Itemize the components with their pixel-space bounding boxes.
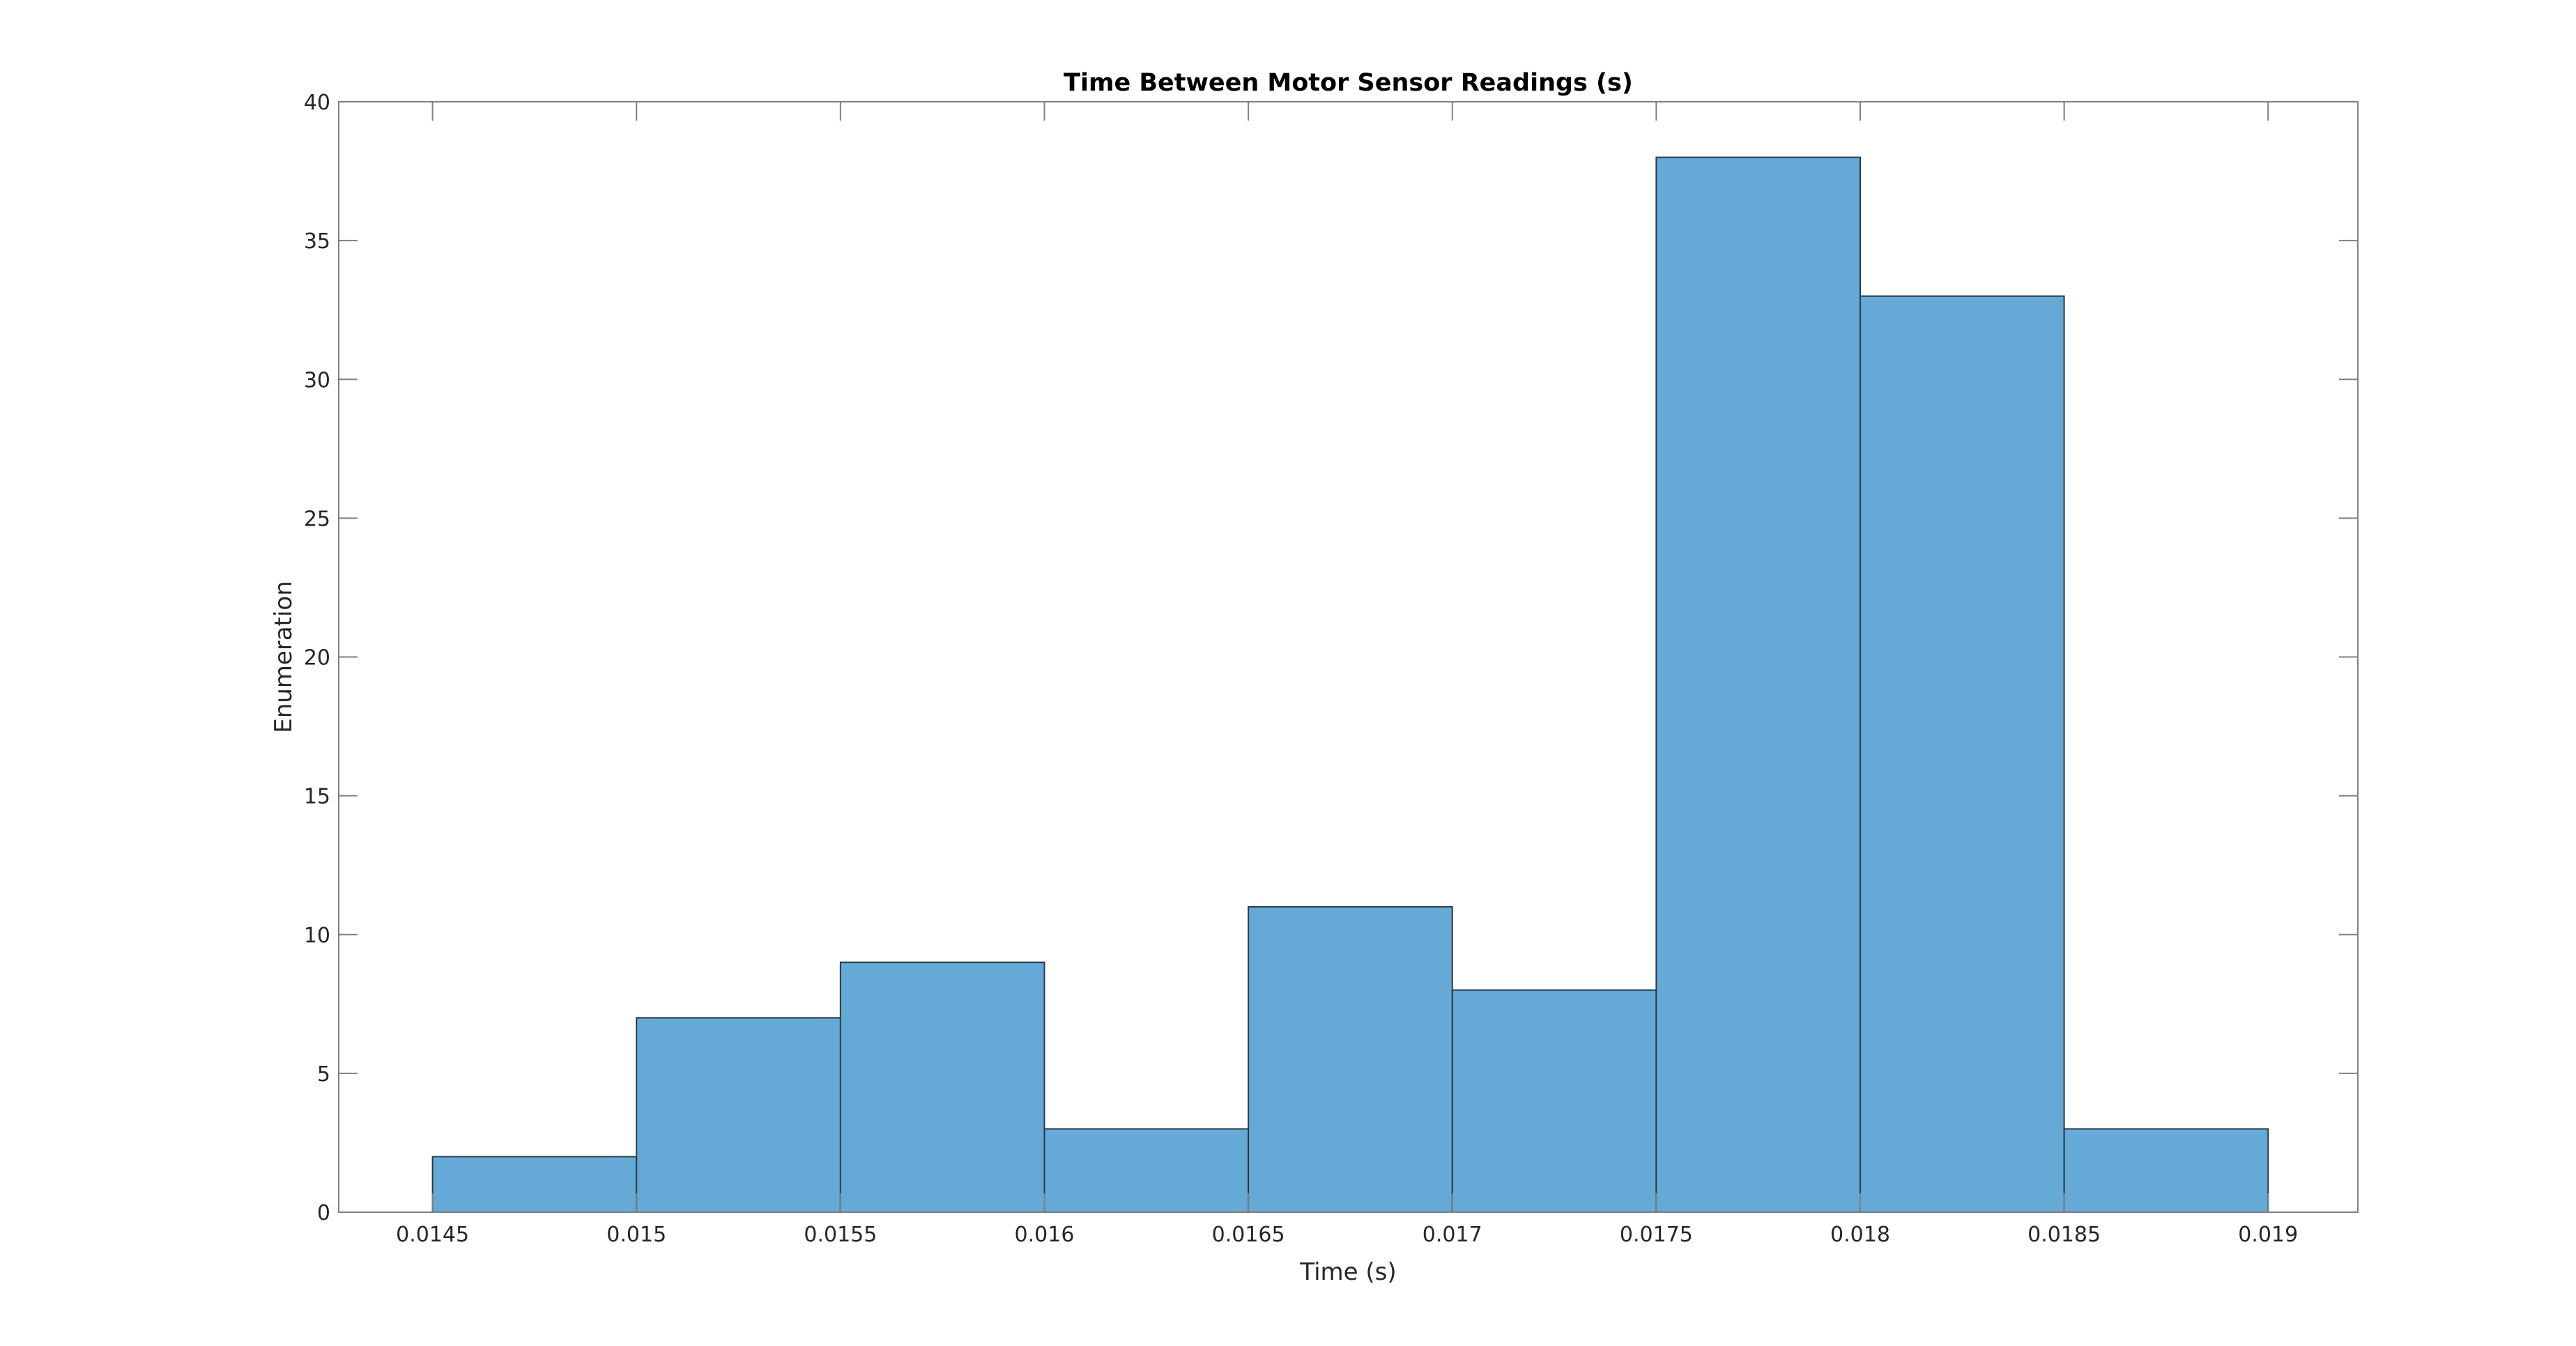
y-tick-label: 25 — [304, 507, 330, 531]
x-axis-ticks: 0.0145 0.015 0.0155 0.016 0.0165 0.017 0.0175 0… — [396, 102, 2298, 1247]
x-tick-label: 0.0165 — [1212, 1223, 1285, 1247]
histogram-bar — [431, 1156, 638, 1213]
y-tick-label: 35 — [304, 229, 330, 254]
x-tick-label: 0.015 — [606, 1223, 666, 1247]
y-tick-label: 30 — [304, 368, 330, 392]
y-tick-label: 20 — [304, 646, 330, 671]
bars — [431, 156, 2269, 1214]
x-tick-label: 0.017 — [1423, 1223, 1482, 1247]
x-tick-label: 0.016 — [1015, 1223, 1075, 1247]
y-tick-label: 0 — [317, 1201, 330, 1225]
x-tick-label: 0.0175 — [1620, 1223, 1693, 1247]
x-tick-label: 0.0145 — [396, 1223, 469, 1247]
y-axis-label: Enumeration — [270, 581, 298, 733]
y-tick-label: 10 — [304, 924, 330, 948]
x-tick-label: 0.0185 — [2027, 1223, 2101, 1247]
histogram-bar — [636, 1017, 841, 1213]
histogram-bar — [2063, 1128, 2269, 1214]
chart-title: Time Between Motor Sensor Readings (s) — [1064, 69, 1633, 97]
histogram-bar — [1248, 905, 1453, 1214]
x-tick-label: 0.018 — [1830, 1223, 1890, 1247]
x-tick-label: 0.0155 — [804, 1223, 877, 1247]
histogram-bar — [1859, 295, 2065, 1213]
histogram-bar — [839, 961, 1045, 1213]
histogram-bar — [1451, 989, 1657, 1214]
x-axis-label: Time (s) — [1299, 1258, 1396, 1286]
histogram-bar — [1043, 1128, 1250, 1214]
y-tick-label: 5 — [317, 1062, 330, 1087]
y-tick-label: 40 — [304, 91, 330, 115]
y-tick-label: 15 — [304, 785, 330, 809]
histogram-bar — [1655, 156, 1861, 1213]
y-axis-ticks: 0 5 10 15 20 25 30 35 40 — [304, 91, 2358, 1225]
x-tick-label: 0.019 — [2238, 1223, 2298, 1247]
